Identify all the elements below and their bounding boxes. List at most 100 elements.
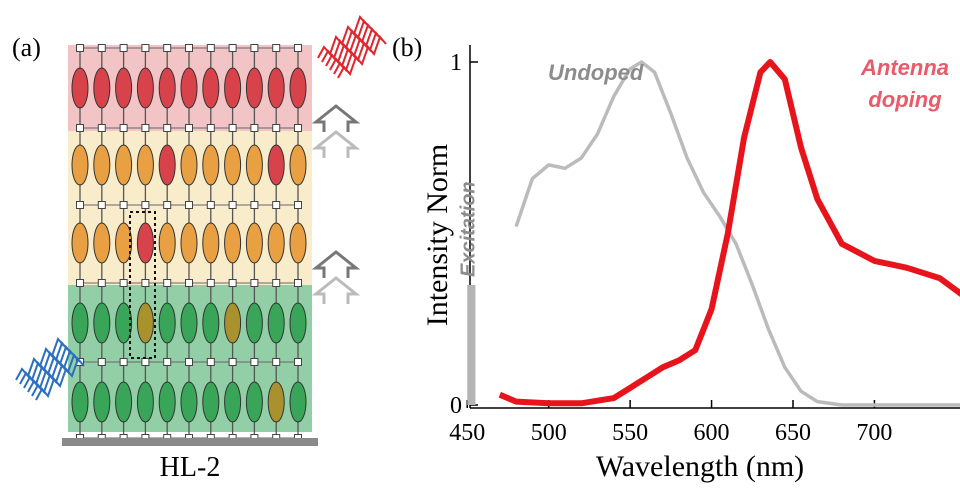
chromophore — [267, 381, 285, 423]
chromophore — [289, 222, 307, 264]
node — [206, 279, 215, 287]
x-tick-label: 450 — [449, 420, 485, 446]
node — [185, 358, 193, 366]
chromophore — [158, 67, 176, 109]
node — [250, 358, 259, 366]
y-tick-label: 1 — [450, 50, 462, 76]
node — [206, 201, 215, 209]
node — [76, 44, 84, 52]
node — [250, 124, 259, 132]
node — [228, 358, 237, 366]
node — [76, 279, 84, 287]
chromophore — [71, 67, 89, 109]
chromophore — [71, 302, 89, 344]
chromophore — [289, 144, 307, 186]
chromophore — [93, 222, 111, 264]
node — [141, 201, 150, 209]
excitation-bar — [467, 284, 476, 405]
chromophore — [71, 144, 89, 186]
chromophore — [224, 381, 242, 423]
node — [141, 44, 150, 52]
chromophore — [158, 381, 176, 423]
chromophore — [180, 144, 198, 186]
node — [228, 124, 237, 132]
series-line — [514, 60, 960, 407]
chromophore — [180, 381, 198, 423]
node — [119, 44, 128, 52]
x-tick-label: 700 — [856, 420, 892, 446]
panel-label: (b) — [392, 33, 422, 62]
node — [76, 201, 84, 209]
node — [185, 279, 193, 287]
chromophore — [136, 381, 154, 423]
chromophore — [180, 302, 198, 344]
node — [272, 358, 281, 366]
node — [119, 201, 128, 209]
node — [206, 124, 215, 132]
node — [76, 124, 84, 132]
node — [97, 358, 106, 366]
x-axis-label: Wavelength (nm) — [596, 450, 804, 483]
node — [185, 44, 193, 52]
chromophore — [202, 222, 220, 264]
node — [97, 279, 106, 287]
chromophore — [93, 302, 111, 344]
chromophore — [245, 222, 263, 264]
node — [294, 358, 302, 366]
node — [141, 358, 150, 366]
chromophore — [202, 381, 220, 423]
node — [294, 44, 302, 52]
node — [272, 201, 281, 209]
chromophore — [93, 67, 111, 109]
diagram-caption: HL-2 — [160, 452, 221, 483]
node — [228, 44, 237, 52]
x-tick-label: 600 — [694, 420, 730, 446]
node — [119, 358, 128, 366]
transfer-arrow — [311, 104, 361, 132]
node — [97, 44, 106, 52]
chromophore — [115, 67, 133, 109]
chromophore — [158, 222, 176, 264]
chromophore — [136, 67, 154, 109]
node — [250, 44, 259, 52]
chromophore — [115, 222, 133, 264]
node — [294, 124, 302, 132]
chromophore — [245, 381, 263, 423]
node — [163, 44, 172, 52]
node — [119, 124, 128, 132]
chromophore — [136, 222, 154, 264]
chromophore — [202, 67, 220, 109]
excitation-label: Excitation — [457, 181, 479, 277]
chromophore — [245, 144, 263, 186]
chromophore — [136, 144, 154, 186]
y-axis-label: Intensity Norm — [421, 144, 454, 326]
photon — [35, 357, 85, 401]
chromophore — [158, 144, 176, 186]
transfer-arrow — [311, 250, 361, 278]
node — [294, 201, 302, 209]
node — [163, 358, 172, 366]
node — [185, 201, 193, 209]
chromophore — [180, 222, 198, 264]
node — [272, 44, 281, 52]
dopant-box — [129, 211, 156, 359]
node — [250, 201, 259, 209]
x-tick-label: 550 — [612, 420, 648, 446]
chromophore — [202, 302, 220, 344]
chromophore — [71, 222, 89, 264]
node — [141, 124, 150, 132]
node — [228, 279, 237, 287]
node — [250, 279, 259, 287]
transfer-arrow — [311, 276, 361, 304]
chromophore — [136, 302, 154, 344]
y-tick-label: 0 — [450, 393, 462, 419]
chromophore — [267, 67, 285, 109]
node — [163, 124, 172, 132]
chromophore — [245, 302, 263, 344]
layer-diagram — [15, 15, 387, 446]
transfer-arrow — [311, 130, 361, 158]
chromophore — [202, 144, 220, 186]
chromophore — [115, 381, 133, 423]
